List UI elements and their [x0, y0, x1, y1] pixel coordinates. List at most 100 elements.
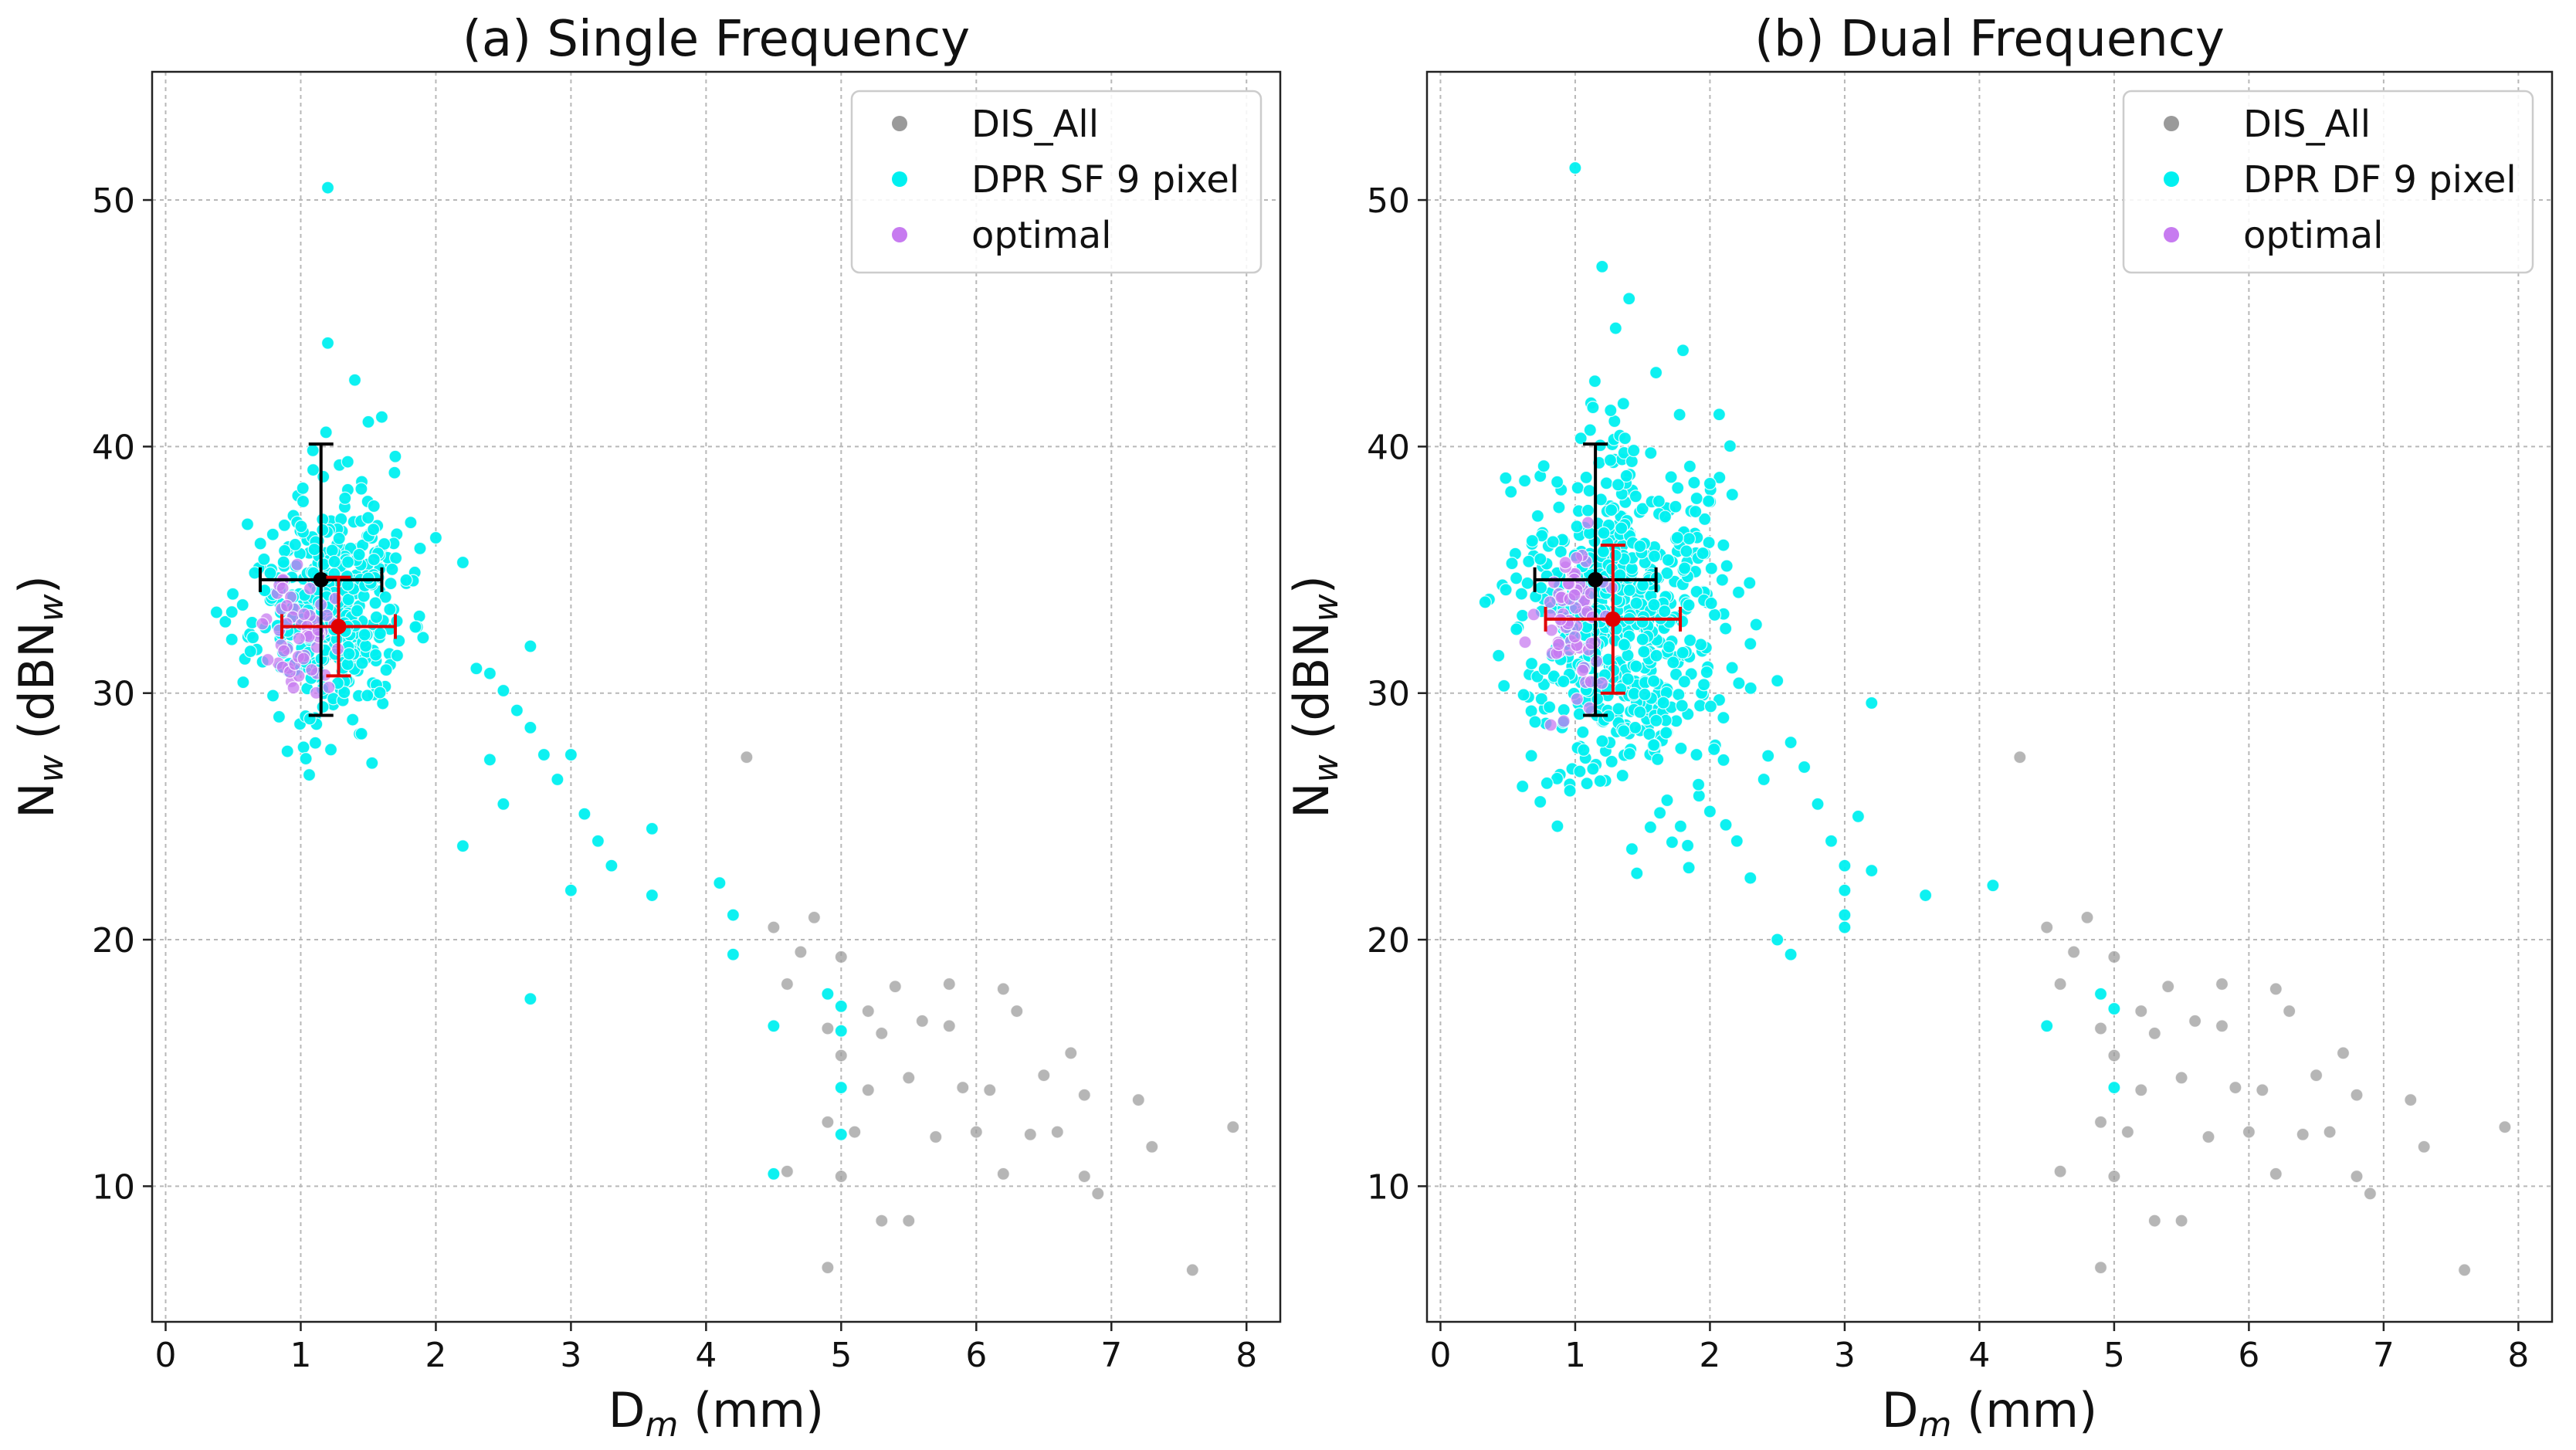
dpr-point	[1557, 674, 1571, 689]
dpr-point	[1534, 581, 1548, 595]
dpr-point	[225, 632, 239, 646]
dpr-point	[1617, 724, 1631, 738]
y-tick-label: 30	[92, 675, 135, 714]
dpr-point	[1629, 720, 1642, 735]
optimal-point	[1570, 551, 1584, 565]
legend-label-dpr: DPR SF 9 pixel	[971, 158, 1239, 202]
dpr-point	[1542, 700, 1557, 714]
dpr-point	[358, 639, 373, 653]
dpr-point	[1761, 749, 1775, 763]
dpr-point	[1703, 805, 1717, 818]
dpr-point	[378, 590, 392, 604]
dpr-point	[1986, 879, 2000, 893]
dpr-point	[1698, 512, 1712, 527]
dpr-point	[1627, 443, 1641, 458]
dpr-point	[320, 336, 335, 350]
dpr-point	[307, 542, 321, 557]
dpr-point	[1534, 692, 1548, 706]
legend-label-optimal: optimal	[971, 214, 1112, 257]
dpr-point	[1492, 649, 1506, 662]
DIS_All-point	[2093, 1261, 2108, 1275]
dpr-point	[1517, 474, 1532, 488]
series-optimal	[256, 557, 345, 700]
dpr-point	[1690, 584, 1703, 598]
dpr-point	[1617, 638, 1632, 652]
dpr-point	[346, 713, 360, 727]
DIS_All-point	[2215, 977, 2229, 991]
dpr-point	[1692, 789, 1706, 803]
DIS_All-point	[2134, 1004, 2148, 1018]
dpr-point	[316, 700, 330, 714]
dpr-point	[524, 639, 537, 653]
y-tick-label: 10	[1367, 1167, 1410, 1207]
dpr-point	[1865, 863, 1879, 878]
dpr-point	[337, 686, 351, 700]
dpr-point	[429, 530, 443, 545]
dpr-point	[1571, 481, 1585, 495]
chart-title: (a) Single Frequency	[463, 11, 970, 68]
y-label-sub2: w	[32, 593, 71, 622]
dpr-point	[1595, 734, 1609, 748]
x-label-unit: (mm)	[678, 1382, 824, 1438]
dpr-point	[299, 751, 313, 766]
optimal-point	[1543, 595, 1557, 609]
dpr-point	[320, 181, 335, 195]
dpr-point	[1661, 553, 1676, 567]
dpr-point	[355, 656, 369, 670]
DIS_All-point	[2147, 1214, 2161, 1228]
x-tick-label: 1	[290, 1336, 311, 1375]
DIS_All-point	[2457, 1263, 2472, 1277]
DIS_All-point	[2120, 1125, 2135, 1139]
DIS_All-point	[1023, 1127, 1037, 1141]
DIS_All-point	[996, 1167, 1010, 1181]
dpr-point	[1615, 768, 1629, 783]
dpr-point	[361, 415, 375, 429]
y-label-main: N	[8, 782, 65, 818]
DIS_All-point	[2134, 1083, 2148, 1097]
optimal-point	[1581, 516, 1595, 530]
chart-title: (b) Dual Frequency	[1754, 11, 2225, 68]
dpr-point	[1596, 544, 1611, 559]
dpr-point	[1725, 661, 1739, 675]
dpr-point	[1838, 908, 1852, 922]
x-label-unit: (mm)	[1951, 1382, 2097, 1438]
dpr-point	[263, 566, 277, 580]
DIS_All-point	[2498, 1120, 2512, 1134]
DIS_All-point	[1091, 1187, 1105, 1201]
dpr-point	[253, 537, 267, 551]
dpr-point	[1665, 835, 1679, 849]
dpr-point	[1524, 656, 1539, 671]
DIS_All-point	[780, 1164, 795, 1178]
dpr-point	[1504, 485, 1518, 499]
dpr-point	[1651, 752, 1665, 767]
DIS_All-point	[929, 1130, 943, 1144]
dpr-point	[1679, 544, 1693, 558]
dpr-point	[1615, 521, 1629, 535]
y-axis-label: Nw (dBNw)	[8, 575, 71, 818]
y-label-sub: w	[32, 754, 71, 782]
dpr-point	[524, 720, 537, 735]
dpr-point	[1690, 491, 1703, 506]
dpr-point	[1633, 705, 1647, 719]
DIS_All-point	[956, 1080, 970, 1095]
y-axis-label: Nw (dBNw)	[1283, 575, 1346, 818]
x-tick-label: 2	[1699, 1336, 1720, 1375]
x-axis-label: Dm (mm)	[1882, 1382, 2098, 1445]
dpr-point	[352, 547, 366, 561]
dpr-point	[209, 605, 224, 619]
dpr-point	[388, 466, 402, 479]
DIS_All-point	[2229, 1080, 2242, 1095]
dpr-point	[1723, 439, 1737, 453]
dpr-point	[1719, 818, 1733, 832]
dpr-point	[316, 523, 330, 537]
dpr-point	[767, 1167, 781, 1181]
dpr-point	[1534, 794, 1547, 809]
DIS_All-point	[2242, 1125, 2256, 1139]
DIS_All-point	[2174, 1214, 2188, 1228]
dpr-point	[288, 537, 302, 552]
DIS_All-point	[2404, 1093, 2418, 1107]
dpr-point	[726, 908, 741, 922]
DIS_All-point	[821, 1115, 835, 1129]
dpr-point	[605, 859, 619, 872]
DIS_All-point	[2201, 1130, 2215, 1144]
